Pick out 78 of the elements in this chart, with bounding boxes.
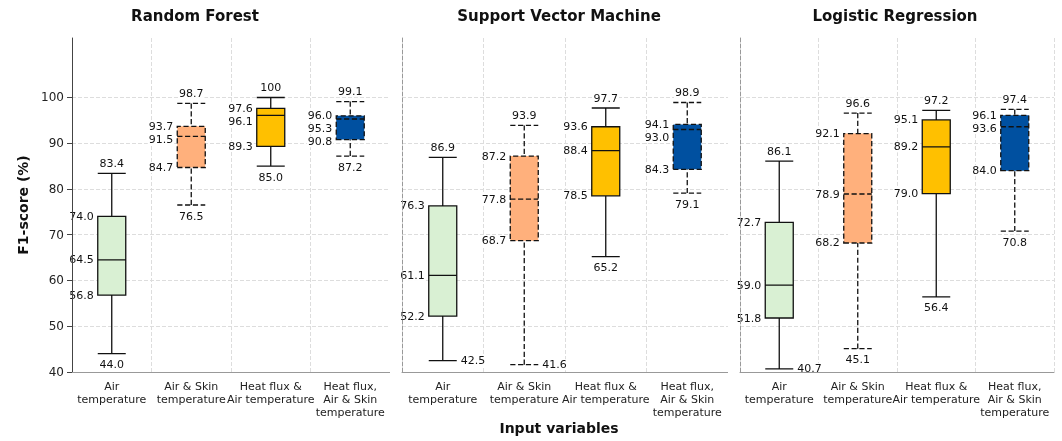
- annotation: 87.2: [481, 149, 507, 163]
- annotation: 89.2: [893, 140, 919, 154]
- annotation: 68.2: [815, 236, 840, 250]
- y-tick-label: 80: [48, 181, 64, 196]
- annotation: 97.6: [228, 101, 253, 115]
- x-axis-title: Input variables: [499, 420, 619, 436]
- annotation: 97.4: [1002, 92, 1027, 106]
- annotation: 84.3: [644, 162, 670, 176]
- annotation: 70.8: [1002, 235, 1027, 249]
- annotation: 86.1: [767, 144, 792, 158]
- annotation: 72.7: [736, 215, 762, 229]
- annotation: 76.5: [179, 209, 204, 223]
- chart-title: Logistic Regression: [812, 6, 978, 25]
- x-tick-label: Air & Skin temperature: [156, 380, 227, 406]
- annotation: 79.0: [893, 187, 919, 201]
- annotation: 98.7: [179, 86, 204, 100]
- annotation: 78.9: [815, 187, 840, 201]
- x-tick-label: Air & Skin temperature: [489, 380, 560, 406]
- y-tick-label: 90: [48, 136, 64, 151]
- y-tick-label: 100: [41, 90, 64, 105]
- annotation: 65.2: [593, 261, 618, 275]
- y-tick-label: 40: [48, 365, 64, 379]
- annotation: 76.3: [400, 199, 425, 213]
- annotation: 93.9: [512, 108, 537, 122]
- annotation: 95.3: [307, 122, 333, 136]
- annotation: 99.1: [338, 85, 363, 99]
- annotation: 100: [260, 80, 282, 94]
- y-tick-label: 70: [48, 227, 64, 242]
- annotation: 93.6: [972, 121, 997, 135]
- annotation: 84.0: [972, 164, 997, 178]
- annotation: 52.2: [400, 309, 425, 323]
- x-tick-label: Heat flux & Air temperature: [226, 380, 315, 406]
- annotation: 84.7: [148, 160, 174, 174]
- annotation: 93.7: [148, 119, 174, 133]
- annotation: 87.2: [338, 160, 363, 174]
- annotation: 86.9: [430, 140, 455, 154]
- annotation: 78.5: [563, 189, 588, 203]
- annotation: 91.5: [148, 132, 174, 146]
- annotation: 98.9: [675, 86, 700, 100]
- y-tick-label: 60: [48, 273, 64, 288]
- annotation: 96.0: [307, 109, 333, 123]
- annotation: 68.7: [481, 234, 507, 248]
- chart-title: Support Vector Machine: [457, 6, 661, 25]
- annotation: 77.8: [481, 192, 507, 206]
- annotation: 97.2: [924, 93, 949, 107]
- annotation: 45.1: [845, 353, 870, 367]
- annotation: 96.1: [972, 108, 997, 122]
- y-tick-label: 50: [48, 319, 64, 334]
- annotation: 95.1: [893, 113, 919, 127]
- annotation: 92.1: [815, 127, 840, 141]
- x-tick-label: Heat flux, Air & Skin temperature: [980, 380, 1050, 419]
- y-axis-title: F1-score (%): [15, 155, 32, 255]
- annotation: 88.4: [563, 144, 588, 158]
- annotation: 96.6: [845, 96, 870, 110]
- annotation: 97.7: [593, 91, 618, 105]
- x-tick-label: Air temperature: [77, 380, 147, 406]
- x-tick-label: Heat flux, Air & Skin temperature: [652, 380, 723, 419]
- annotation: 90.8: [307, 135, 333, 149]
- annotation: 40.7: [797, 362, 822, 376]
- x-tick-label: Air temperature: [408, 380, 478, 406]
- annotation: 94.1: [644, 117, 670, 131]
- annotation: 89.3: [228, 139, 253, 153]
- annotation: 41.6: [542, 358, 567, 372]
- x-tick-label: Heat flux, Air & Skin temperature: [315, 380, 386, 419]
- chart-title: Random Forest: [131, 6, 259, 25]
- x-tick-label: Air temperature: [744, 380, 815, 406]
- x-tick-label: Heat flux & Air temperature: [561, 380, 650, 406]
- annotation: 96.1: [228, 114, 253, 128]
- annotation: 42.5: [460, 354, 486, 368]
- annotation: 93.0: [644, 130, 670, 144]
- x-tick-label: Air & Skin temperature: [823, 380, 893, 406]
- annotation: 56.4: [924, 301, 949, 315]
- annotation: 83.4: [99, 156, 124, 170]
- annotation: 85.0: [258, 170, 283, 184]
- annotation: 79.1: [675, 197, 700, 211]
- annotation: 59.0: [736, 278, 762, 292]
- annotation: 93.6: [563, 120, 588, 134]
- annotation: 44.0: [99, 358, 124, 372]
